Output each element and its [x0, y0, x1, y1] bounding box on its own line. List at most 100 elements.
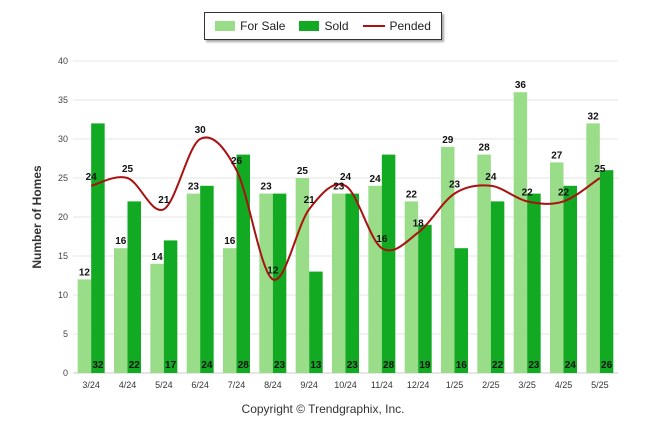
y-tick-label: 40	[58, 56, 68, 66]
x-tick-label: 10/24	[334, 380, 357, 390]
data-label-pended: 25	[594, 164, 606, 175]
data-label-for-sale: 28	[479, 143, 491, 154]
data-label-sold: 26	[601, 360, 613, 371]
data-label-for-sale: 14	[152, 252, 164, 263]
y-axis-title: Number of Homes	[30, 165, 44, 269]
bar-for-sale	[404, 201, 419, 373]
x-tick-label: 1/25	[446, 380, 464, 390]
y-tick-label: 5	[63, 329, 68, 339]
bar-sold	[418, 224, 432, 373]
bar-for-sale	[550, 162, 564, 373]
data-label-pended: 24	[86, 172, 98, 183]
data-label-for-sale: 22	[406, 189, 418, 200]
bar-for-sale	[513, 92, 528, 373]
legend-item-for-sale[interactable]: For Sale	[215, 19, 285, 33]
data-label-sold: 22	[492, 360, 504, 371]
x-tick-label: 6/24	[191, 380, 209, 390]
bar-sold	[454, 248, 468, 373]
y-tick-label: 0	[63, 368, 68, 378]
data-label-sold: 23	[274, 360, 286, 371]
bar-for-sale	[332, 193, 346, 373]
sold-swatch-icon	[299, 21, 320, 31]
y-tick-label: 30	[58, 134, 68, 144]
legend: For Sale Sold Pended	[204, 12, 442, 40]
plot-area: 0 5 10 15 20 25 30 35 40 Number of Homes 3/24 4/24 5…	[30, 56, 618, 390]
data-label-sold: 23	[528, 360, 540, 371]
data-label-pended: 25	[122, 164, 134, 175]
legend-item-sold[interactable]: Sold	[299, 19, 349, 33]
bar-for-sale	[150, 263, 164, 373]
bar-sold	[345, 193, 359, 373]
bar-for-sale	[77, 279, 92, 373]
x-tick-label: 12/24	[407, 380, 430, 390]
bar-for-sale	[186, 193, 201, 373]
x-tick-label: 2/25	[482, 380, 500, 390]
x-tick-label: 5/25	[591, 380, 609, 390]
pended-line-icon	[362, 25, 385, 27]
data-label-pended: 26	[231, 156, 243, 167]
bar-sold	[236, 154, 250, 373]
legend-label-for-sale: For Sale	[240, 19, 286, 33]
for-sale-swatch-icon	[215, 21, 236, 31]
data-label-pended: 22	[558, 187, 570, 198]
data-label-sold: 17	[165, 360, 177, 371]
bar-sold	[200, 185, 214, 373]
y-tick-label: 35	[58, 95, 68, 105]
data-label-sold: 28	[238, 360, 250, 371]
data-label-for-sale: 29	[442, 135, 454, 146]
y-tick-label: 10	[58, 290, 68, 300]
data-label-pended: 16	[376, 234, 388, 245]
data-label-for-sale: 32	[588, 111, 600, 122]
bar-sold	[599, 170, 614, 373]
bar-for-sale	[295, 178, 310, 373]
data-label-sold: 22	[129, 360, 141, 371]
bar-sold	[163, 240, 178, 373]
data-label-for-sale: 23	[261, 182, 273, 193]
data-label-pended: 24	[485, 172, 497, 183]
y-tick-label: 20	[58, 212, 68, 222]
bar-sold	[490, 201, 505, 373]
data-label-sold: 19	[419, 360, 431, 371]
data-label-pended: 24	[340, 172, 352, 183]
data-label-sold: 13	[310, 360, 322, 371]
legend-label-sold: Sold	[324, 19, 349, 33]
bar-for-sale	[586, 123, 600, 374]
data-label-for-sale: 23	[333, 182, 345, 193]
bar-sold	[563, 185, 577, 373]
bar-for-sale	[114, 248, 128, 373]
bar-sold	[309, 271, 323, 373]
x-tick-label: 5/24	[155, 380, 173, 390]
x-tick-label: 4/24	[119, 380, 137, 390]
data-label-for-sale: 16	[115, 236, 127, 247]
x-tick-label: 7/24	[228, 380, 246, 390]
y-tick-label: 25	[58, 173, 68, 183]
data-label-for-sale: 36	[515, 80, 527, 91]
x-tick-label: 4/25	[555, 380, 573, 390]
bar-sold	[381, 154, 396, 373]
bar-sold	[527, 193, 541, 373]
data-label-sold: 32	[92, 360, 104, 371]
bar-sold	[127, 201, 141, 373]
data-label-sold: 28	[383, 360, 395, 371]
data-label-pended: 12	[267, 265, 279, 276]
bar-for-sale	[477, 154, 491, 373]
data-label-sold: 24	[201, 360, 213, 371]
data-label-for-sale: 16	[224, 236, 236, 247]
data-label-sold: 23	[347, 360, 359, 371]
legend-item-pended[interactable]: Pended	[362, 19, 431, 33]
data-label-pended: 21	[304, 195, 316, 206]
data-label-for-sale: 23	[188, 182, 200, 193]
bar-for-sale	[223, 248, 237, 373]
data-label-sold: 16	[456, 360, 468, 371]
data-label-pended: 22	[522, 187, 534, 198]
data-label-for-sale: 27	[551, 150, 563, 161]
x-tick-label: 11/24	[371, 380, 393, 390]
data-label-pended: 23	[449, 180, 461, 191]
legend-label-pended: Pended	[389, 19, 431, 33]
pended-line	[90, 136, 601, 281]
data-label-pended: 18	[413, 219, 425, 230]
data-label-for-sale: 24	[370, 174, 382, 185]
bar-for-sale	[368, 185, 382, 373]
bar-sold	[91, 123, 105, 374]
x-tick-label: 8/24	[264, 380, 282, 390]
